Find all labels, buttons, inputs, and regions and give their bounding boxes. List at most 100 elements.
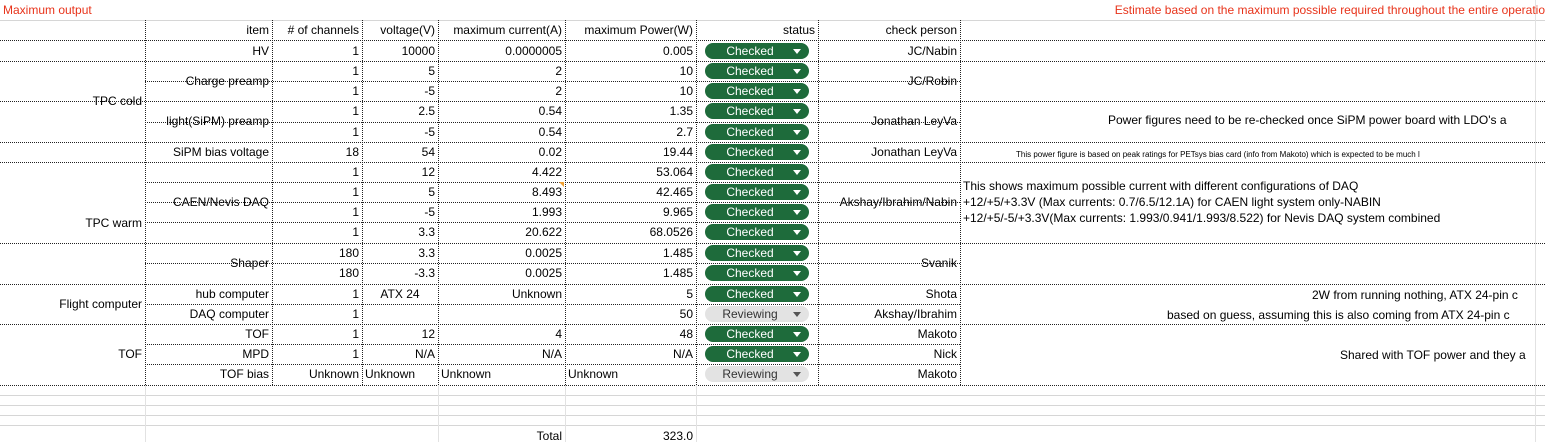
cell-channels[interactable]: 1 bbox=[352, 347, 359, 361]
cell-current[interactable]: 2 bbox=[555, 84, 562, 98]
cell-power[interactable]: 2.7 bbox=[676, 125, 693, 139]
cell-channels[interactable]: 180 bbox=[338, 266, 359, 280]
cell-current[interactable]: 8.493 bbox=[531, 185, 562, 199]
cell-current[interactable]: 0.0000005 bbox=[505, 44, 562, 58]
cell-voltage[interactable]: -5 bbox=[424, 84, 435, 98]
group-tpc-warm[interactable]: TPC warm bbox=[85, 216, 142, 230]
status-dropdown[interactable]: Checked bbox=[705, 204, 809, 220]
note-sipm-bias[interactable]: This power figure is based on peak ratin… bbox=[1016, 150, 1420, 159]
cell-current[interactable]: 4.422 bbox=[531, 165, 562, 179]
header-channels[interactable]: # of channels bbox=[287, 23, 359, 37]
group-flight-computer[interactable]: Flight computer bbox=[59, 297, 142, 311]
status-dropdown[interactable]: Checked bbox=[705, 164, 809, 180]
person-light-preamp[interactable]: Jonathan LeyVa bbox=[871, 114, 957, 128]
status-dropdown[interactable]: Checked bbox=[705, 43, 809, 59]
header-item[interactable]: item bbox=[246, 23, 269, 37]
cell-channels[interactable]: 1 bbox=[352, 84, 359, 98]
cell-check-person[interactable]: Makoto bbox=[917, 327, 957, 341]
cell-current[interactable]: Unknown bbox=[441, 367, 492, 381]
item-light-sipm-preamp[interactable]: light(SiPM) preamp bbox=[166, 114, 269, 128]
cell-channels[interactable]: 1 bbox=[352, 165, 359, 179]
status-dropdown[interactable]: Checked bbox=[705, 346, 809, 362]
cell-power[interactable]: 0.005 bbox=[662, 44, 693, 58]
note-daq-line2[interactable]: +12/+5/+3.3V (Max currents: 0.7/6.5/12.1… bbox=[963, 195, 1381, 209]
cell-power[interactable]: 68.0526 bbox=[649, 225, 693, 239]
cell-power[interactable]: 1.35 bbox=[669, 104, 693, 118]
cell-channels[interactable]: 1 bbox=[352, 287, 359, 301]
note-hub-computer[interactable]: 2W from running nothing, ATX 24-pin c bbox=[1312, 288, 1518, 302]
cell-voltage[interactable]: -3.3 bbox=[414, 266, 435, 280]
cell-check-person[interactable]: Shota bbox=[925, 287, 957, 301]
comment-indicator[interactable] bbox=[559, 182, 564, 187]
cell-current[interactable]: N/A bbox=[541, 347, 562, 361]
note-daq-line1[interactable]: This shows maximum possible current with… bbox=[963, 179, 1359, 193]
person-caen-nevis-daq[interactable]: Akshay/Ibrahim/Nabin bbox=[839, 195, 957, 209]
cell-current[interactable] bbox=[438, 304, 565, 324]
cell-current[interactable]: 0.0025 bbox=[525, 266, 562, 280]
cell-power[interactable]: 1.485 bbox=[662, 246, 693, 260]
cell-power[interactable]: 42.465 bbox=[656, 185, 693, 199]
status-dropdown[interactable]: Checked bbox=[705, 144, 809, 160]
cell-item[interactable]: SiPM bias voltage bbox=[172, 145, 269, 159]
cell-item[interactable]: DAQ computer bbox=[189, 307, 269, 321]
header-current[interactable]: maximum current(A) bbox=[453, 23, 562, 37]
cell-voltage[interactable]: 2.5 bbox=[418, 104, 435, 118]
cell-current[interactable]: 2 bbox=[555, 64, 562, 78]
header-power[interactable]: maximum Power(W) bbox=[584, 23, 693, 37]
cell-current[interactable]: 0.0025 bbox=[525, 246, 562, 260]
header-status[interactable]: status bbox=[782, 23, 815, 37]
cell-power[interactable]: 1.485 bbox=[662, 266, 693, 280]
cell-power[interactable]: 19.44 bbox=[662, 145, 693, 159]
cell-item[interactable]: TOF bias bbox=[219, 367, 269, 381]
cell-power[interactable]: 48 bbox=[679, 327, 693, 341]
status-dropdown[interactable]: Checked bbox=[705, 286, 809, 302]
cell-voltage[interactable]: 5 bbox=[428, 185, 435, 199]
cell-current[interactable]: 20.622 bbox=[525, 225, 562, 239]
cell-channels[interactable]: 1 bbox=[352, 327, 359, 341]
cell-voltage[interactable]: 54 bbox=[421, 145, 435, 159]
person-shaper[interactable]: Svanik bbox=[920, 256, 957, 270]
status-dropdown[interactable]: Checked bbox=[705, 83, 809, 99]
cell-channels[interactable]: 1 bbox=[352, 185, 359, 199]
cell-check-person[interactable]: JC/Nabin bbox=[907, 44, 957, 58]
item-shaper[interactable]: Shaper bbox=[230, 256, 269, 270]
cell-voltage[interactable]: N/A bbox=[414, 347, 435, 361]
cell-channels[interactable]: 180 bbox=[338, 246, 359, 260]
cell-channels[interactable]: 1 bbox=[352, 104, 359, 118]
cell-channels[interactable]: 18 bbox=[345, 145, 359, 159]
cell-current[interactable]: 0.02 bbox=[538, 145, 562, 159]
status-dropdown[interactable]: Checked bbox=[705, 124, 809, 140]
status-dropdown[interactable]: Checked bbox=[705, 184, 809, 200]
cell-current[interactable]: Unknown bbox=[511, 287, 562, 301]
cell-voltage[interactable]: ATX 24 bbox=[380, 287, 420, 301]
group-tpc-cold[interactable]: TPC cold bbox=[92, 94, 142, 108]
status-dropdown[interactable]: Checked bbox=[705, 103, 809, 119]
cell-voltage[interactable]: -5 bbox=[424, 205, 435, 219]
group-tof[interactable]: TOF bbox=[118, 347, 142, 361]
total-label[interactable]: Total bbox=[536, 429, 562, 443]
cell-voltage[interactable]: 10000 bbox=[401, 44, 435, 58]
status-dropdown[interactable]: Checked bbox=[705, 326, 809, 342]
cell-current[interactable]: 1.993 bbox=[531, 205, 562, 219]
cell-voltage[interactable]: 3.3 bbox=[418, 225, 435, 239]
cell-power[interactable]: 9.965 bbox=[662, 205, 693, 219]
cell-channels[interactable]: 1 bbox=[352, 225, 359, 239]
cell-check-person[interactable]: Jonathan LeyVa bbox=[871, 145, 957, 159]
cell-voltage[interactable]: -5 bbox=[424, 125, 435, 139]
cell-item[interactable]: HV bbox=[252, 44, 269, 58]
cell-voltage[interactable]: 12 bbox=[421, 327, 435, 341]
person-charge-preamp[interactable]: JC/Robin bbox=[907, 74, 957, 88]
status-dropdown[interactable]: Checked bbox=[705, 224, 809, 240]
cell-voltage[interactable]: 12 bbox=[421, 165, 435, 179]
cell-voltage[interactable]: 3.3 bbox=[418, 246, 435, 260]
header-check-person[interactable]: check person bbox=[885, 23, 957, 37]
cell-check-person[interactable]: Akshay/Ibrahim bbox=[874, 307, 957, 321]
cell-voltage[interactable] bbox=[362, 304, 438, 324]
cell-channels[interactable]: 1 bbox=[352, 205, 359, 219]
cell-channels[interactable]: 1 bbox=[352, 125, 359, 139]
status-dropdown[interactable]: Reviewing bbox=[705, 366, 809, 382]
status-dropdown[interactable]: Checked bbox=[705, 265, 809, 281]
cell-channels[interactable]: 1 bbox=[352, 44, 359, 58]
cell-item[interactable]: TOF bbox=[245, 327, 269, 341]
cell-power[interactable]: 10 bbox=[679, 64, 693, 78]
